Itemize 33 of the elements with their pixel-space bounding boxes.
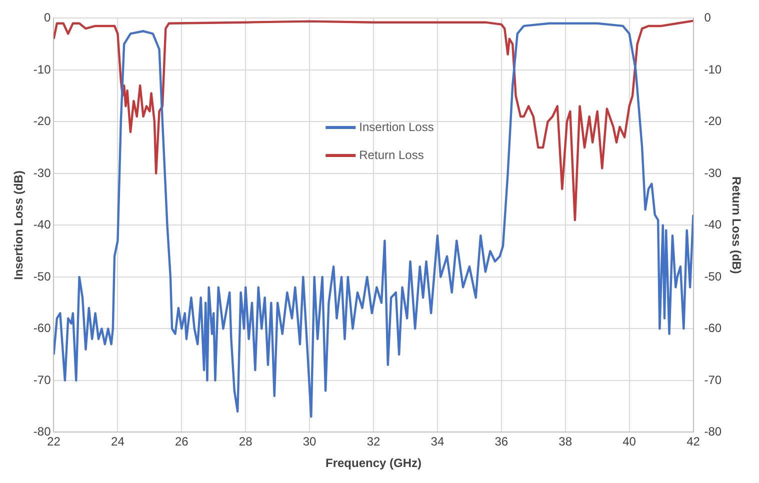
y2-tick-label: -60 bbox=[704, 321, 722, 336]
x-tick-label: 42 bbox=[686, 434, 700, 449]
y-tick-label: -40 bbox=[33, 218, 52, 232]
x-tick-label: 32 bbox=[366, 434, 380, 449]
y2-tick-label: -50 bbox=[704, 269, 722, 284]
x-tick-label: 26 bbox=[174, 434, 189, 449]
y-tick-label: -50 bbox=[33, 269, 52, 284]
y-tick-label: -30 bbox=[33, 166, 52, 180]
y2-tick-label: -20 bbox=[704, 114, 722, 128]
y2-tick-label: -40 bbox=[704, 218, 722, 232]
y2-axis-title: Return Loss (dB) bbox=[729, 176, 744, 274]
x-tick-label: 38 bbox=[558, 434, 572, 449]
y-tick-label: -70 bbox=[33, 372, 52, 387]
y-tick-label: -60 bbox=[33, 321, 52, 336]
x-tick-label: 34 bbox=[430, 434, 444, 449]
y2-tick-label: -70 bbox=[704, 372, 722, 387]
y-tick-label: -20 bbox=[33, 114, 52, 128]
x-tick-label: 28 bbox=[238, 434, 253, 449]
x-tick-label: 36 bbox=[494, 434, 508, 449]
x-tick-label: 24 bbox=[111, 434, 125, 449]
y2-tick-label: -10 bbox=[704, 62, 722, 76]
y-axis-title: Insertion Loss (dB) bbox=[12, 170, 26, 280]
legend-label: Return Loss bbox=[359, 148, 424, 162]
y2-tick-label: -30 bbox=[704, 166, 722, 180]
y2-tick-label: -80 bbox=[704, 424, 722, 439]
y-tick-label: -10 bbox=[33, 62, 52, 76]
y2-tick-label: 0 bbox=[704, 10, 712, 25]
legend-label: Insertion Loss bbox=[359, 120, 434, 134]
x-axis-title: Frequency (GHz) bbox=[325, 456, 422, 470]
y-tick-label: 0 bbox=[44, 10, 52, 25]
x-tick-label: 40 bbox=[622, 434, 636, 449]
x-tick-label: 22 bbox=[47, 434, 61, 449]
x-tick-label: 30 bbox=[302, 434, 317, 449]
